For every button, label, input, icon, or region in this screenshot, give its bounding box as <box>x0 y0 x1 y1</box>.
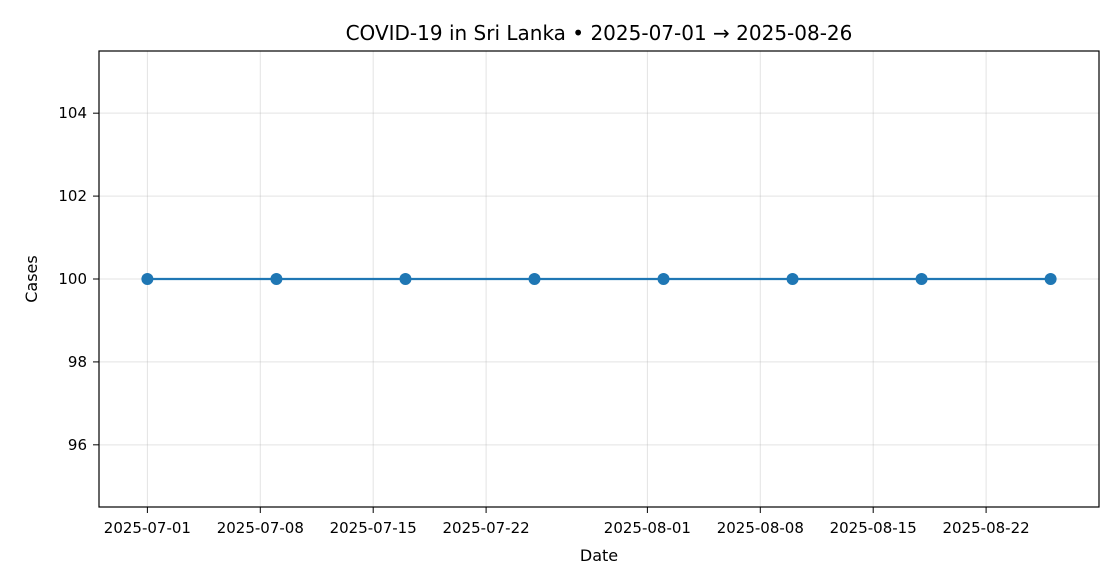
x-tick-label: 2025-08-01 <box>604 519 691 537</box>
y-axis: 96 98 100 102 104 <box>58 104 99 454</box>
data-point <box>270 273 283 285</box>
data-point <box>657 273 670 285</box>
y-tick-label: 102 <box>58 187 87 205</box>
series-layer <box>141 273 1057 285</box>
data-point <box>399 273 412 285</box>
x-tick-label: 2025-07-08 <box>217 519 304 537</box>
data-point <box>786 273 799 285</box>
data-point <box>1044 273 1057 285</box>
x-tick-label: 2025-08-22 <box>943 519 1030 537</box>
y-tick-label: 98 <box>68 353 87 371</box>
y-tick-label: 104 <box>58 104 87 122</box>
data-point <box>915 273 928 285</box>
y-tick-label: 96 <box>68 436 87 454</box>
y-tick-label: 100 <box>58 270 87 288</box>
x-tick-label: 2025-08-15 <box>830 519 917 537</box>
y-axis-label: Cases <box>22 255 41 303</box>
x-tick-label: 2025-07-01 <box>104 519 191 537</box>
x-axis-label: Date <box>580 546 618 565</box>
data-point <box>528 273 541 285</box>
x-tick-label: 2025-07-15 <box>330 519 417 537</box>
x-tick-label: 2025-08-08 <box>717 519 804 537</box>
x-axis: 2025-07-01 2025-07-08 2025-07-15 2025-07-22… <box>104 507 1030 537</box>
chart-title: COVID-19 in Sri Lanka • 2025-07-01 → 202… <box>346 21 853 45</box>
data-point <box>141 273 154 285</box>
x-tick-label: 2025-07-22 <box>443 519 530 537</box>
